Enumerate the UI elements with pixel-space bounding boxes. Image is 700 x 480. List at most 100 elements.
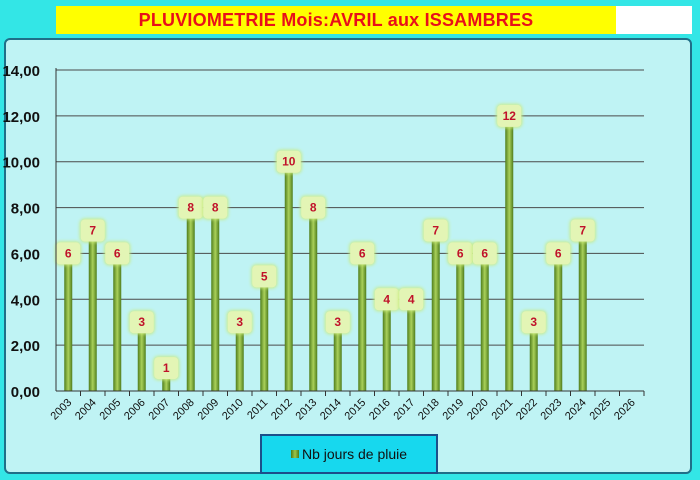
svg-text:4: 4 <box>383 292 390 306</box>
bar <box>529 322 538 391</box>
x-tick-label: 2018 <box>416 397 442 423</box>
data-label: 4 <box>373 287 400 312</box>
x-tick-label: 2019 <box>441 397 467 423</box>
data-label: 10 <box>275 149 302 174</box>
data-label: 7 <box>79 218 106 243</box>
svg-text:3: 3 <box>236 315 243 329</box>
y-tick-label: 8,00 <box>11 201 40 218</box>
svg-text:6: 6 <box>481 246 488 260</box>
svg-text:10: 10 <box>282 155 296 169</box>
x-tick-label: 2014 <box>318 397 344 423</box>
bar <box>505 115 514 391</box>
data-label: 1 <box>153 356 180 381</box>
svg-text:4: 4 <box>408 292 415 306</box>
legend-label: Nb jours de pluie <box>301 446 408 462</box>
y-tick-label: 2,00 <box>11 338 40 355</box>
bar <box>309 207 318 391</box>
x-tick-label: 2025 <box>588 397 614 423</box>
svg-text:8: 8 <box>212 201 219 215</box>
svg-text:6: 6 <box>65 246 72 260</box>
bar <box>382 299 391 391</box>
y-tick-label: 0,00 <box>11 384 40 401</box>
x-tick-label: 2023 <box>539 397 565 423</box>
data-label: 4 <box>398 287 425 312</box>
title-spacer <box>616 6 692 34</box>
bar <box>137 322 146 391</box>
data-label: 8 <box>177 195 204 220</box>
svg-text:7: 7 <box>579 224 586 238</box>
svg-text:5: 5 <box>261 269 268 283</box>
bar <box>358 253 367 391</box>
x-tick-label: 2016 <box>367 397 393 423</box>
x-tick-label: 2015 <box>343 397 369 423</box>
bar <box>235 322 244 391</box>
svg-text:12: 12 <box>503 109 517 123</box>
x-tick-label: 2003 <box>49 397 75 423</box>
data-label: 7 <box>422 218 449 243</box>
x-tick-label: 2022 <box>514 397 540 423</box>
x-tick-label: 2010 <box>220 397 246 423</box>
bar <box>113 253 122 391</box>
x-tick-label: 2004 <box>73 397 99 423</box>
data-label: 3 <box>520 310 547 335</box>
svg-text:6: 6 <box>114 246 121 260</box>
data-label: 8 <box>202 195 229 220</box>
data-label: 7 <box>569 218 596 243</box>
svg-text:6: 6 <box>359 246 366 260</box>
svg-text:3: 3 <box>138 315 145 329</box>
data-label: 12 <box>496 103 523 128</box>
data-label: 6 <box>447 241 474 266</box>
x-tick-label: 2013 <box>294 397 320 423</box>
legend-swatch <box>290 450 299 458</box>
x-tick-label: 2020 <box>465 397 491 423</box>
data-label: 8 <box>300 195 327 220</box>
bar <box>407 299 416 391</box>
svg-text:1: 1 <box>163 361 170 375</box>
x-tick-label: 2006 <box>122 397 148 423</box>
chart-title: PLUVIOMETRIE Mois:AVRIL aux ISSAMBRES <box>56 6 616 34</box>
x-tick-label: 2026 <box>612 397 638 423</box>
chart-legend: Nb jours de pluie <box>260 434 438 474</box>
bar <box>431 230 440 391</box>
bar <box>578 230 587 391</box>
data-label: 6 <box>349 241 376 266</box>
bar <box>88 230 97 391</box>
data-label: 3 <box>128 310 155 335</box>
y-tick-label: 4,00 <box>11 292 40 309</box>
bar <box>333 322 342 391</box>
bar <box>260 276 269 391</box>
svg-text:8: 8 <box>187 201 194 215</box>
svg-text:3: 3 <box>530 315 537 329</box>
bar <box>284 161 293 391</box>
svg-text:7: 7 <box>432 224 439 238</box>
svg-text:6: 6 <box>457 246 464 260</box>
x-tick-label: 2017 <box>392 397 418 423</box>
bar <box>480 253 489 391</box>
x-tick-label: 2009 <box>196 397 222 423</box>
x-tick-label: 2008 <box>171 397 197 423</box>
y-tick-label: 6,00 <box>11 246 40 263</box>
x-tick-label: 2005 <box>98 397 124 423</box>
data-label: 6 <box>55 241 82 266</box>
svg-text:7: 7 <box>89 224 96 238</box>
svg-text:3: 3 <box>334 315 341 329</box>
bar <box>64 253 73 391</box>
y-tick-label: 14,00 <box>2 63 40 80</box>
x-tick-label: 2021 <box>490 397 516 423</box>
y-tick-label: 12,00 <box>2 109 40 126</box>
x-tick-label: 2011 <box>245 397 270 422</box>
bar <box>554 253 563 391</box>
x-tick-label: 2024 <box>563 397 589 423</box>
bar <box>456 253 465 391</box>
svg-text:8: 8 <box>310 201 317 215</box>
data-label: 3 <box>226 310 253 335</box>
chart-panel <box>4 38 692 474</box>
bar <box>186 207 195 391</box>
x-tick-label: 2007 <box>147 397 173 423</box>
y-tick-label: 10,00 <box>2 155 40 172</box>
svg-text:6: 6 <box>555 246 562 260</box>
data-label: 5 <box>251 264 278 289</box>
data-label: 3 <box>324 310 351 335</box>
x-tick-label: 2012 <box>269 397 295 423</box>
